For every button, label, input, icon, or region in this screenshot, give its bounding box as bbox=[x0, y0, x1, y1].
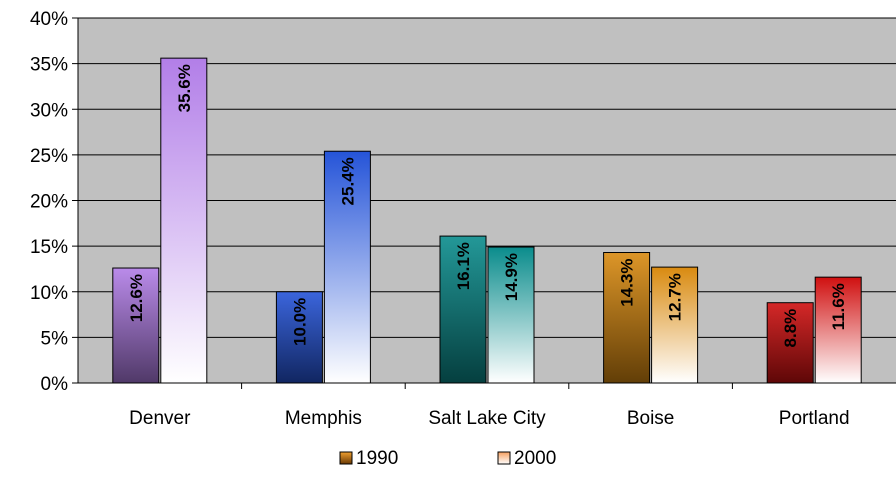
data-label: 35.6% bbox=[175, 64, 194, 112]
bar-2000-salt-lake-city bbox=[487, 246, 535, 384]
y-tick-label: 35% bbox=[30, 55, 68, 76]
data-label: 14.3% bbox=[618, 259, 637, 307]
bar-2000-portland bbox=[814, 276, 862, 384]
data-label: 25.4% bbox=[338, 157, 357, 205]
bar-2000-memphis bbox=[323, 150, 371, 384]
bar-1990-memphis bbox=[275, 291, 323, 384]
data-label: 10.0% bbox=[290, 298, 309, 346]
y-tick-label: 15% bbox=[30, 237, 68, 258]
y-tick-label: 40% bbox=[30, 9, 68, 30]
y-tick-label: 30% bbox=[30, 100, 68, 121]
y-tick-label: 10% bbox=[30, 283, 68, 304]
y-tick-label: 0% bbox=[41, 374, 69, 395]
bar-2000-denver bbox=[160, 57, 208, 384]
bar-1990-denver bbox=[112, 267, 160, 384]
category-label: Salt Lake City bbox=[428, 408, 546, 429]
bar-1990-boise bbox=[603, 252, 651, 384]
y-tick-label: 20% bbox=[30, 192, 68, 213]
data-label: 12.7% bbox=[666, 273, 685, 321]
category-label: Denver bbox=[129, 408, 191, 429]
y-tick-label: 5% bbox=[41, 328, 69, 349]
bar-1990-salt-lake-city bbox=[439, 235, 487, 384]
legend-swatch bbox=[339, 451, 353, 465]
category-label: Memphis bbox=[285, 408, 362, 429]
category-label: Portland bbox=[779, 408, 850, 429]
legend-label: 1990 bbox=[356, 448, 398, 469]
data-label: 16.1% bbox=[454, 242, 473, 290]
data-label: 8.8% bbox=[781, 309, 800, 348]
y-tick-label: 25% bbox=[30, 146, 68, 167]
data-label: 14.9% bbox=[502, 253, 521, 301]
data-label: 11.6% bbox=[829, 283, 848, 330]
bar-1990-portland bbox=[766, 302, 814, 384]
category-label: Boise bbox=[627, 408, 675, 429]
legend-label: 2000 bbox=[514, 448, 556, 469]
bar-2000-boise bbox=[651, 266, 699, 384]
legend-swatch bbox=[497, 451, 511, 465]
data-label: 12.6% bbox=[127, 274, 146, 322]
